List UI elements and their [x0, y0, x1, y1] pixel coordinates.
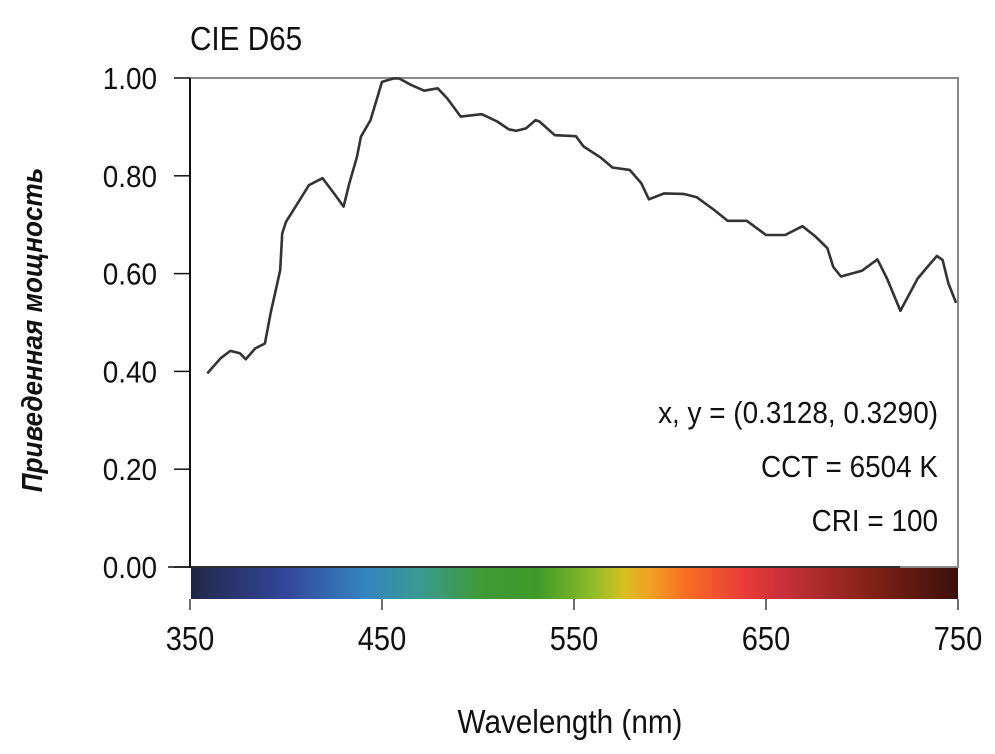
x-tick-label: 750	[934, 620, 982, 657]
x-tick-label: 450	[358, 620, 406, 657]
chart-title: CIE D65	[190, 21, 302, 58]
annotation-text: x, y = (0.3128, 0.3290)	[658, 396, 938, 431]
y-tick-label: 0.60	[103, 257, 157, 292]
y-tick-label: 0.20	[103, 453, 157, 488]
annotation-text: CRI = 100	[812, 504, 938, 539]
x-axis-label: Wavelength (nm)	[458, 704, 683, 741]
spectrum-colorbar	[191, 568, 958, 599]
x-tick-label: 650	[742, 620, 790, 657]
y-axis-label: Приведенная мощность	[16, 168, 49, 492]
x-tick-label: 350	[166, 620, 214, 657]
x-tick-label: 550	[550, 620, 598, 657]
y-tick-label: 0.40	[103, 355, 157, 390]
y-tick-label: 0.00	[103, 551, 157, 586]
annotation-text: CCT = 6504 K	[761, 450, 938, 485]
spectrum-line	[206, 77, 958, 375]
plot-frame	[189, 77, 959, 568]
y-tick-label: 0.80	[103, 159, 157, 194]
y-tick-label: 1.00	[103, 62, 157, 97]
